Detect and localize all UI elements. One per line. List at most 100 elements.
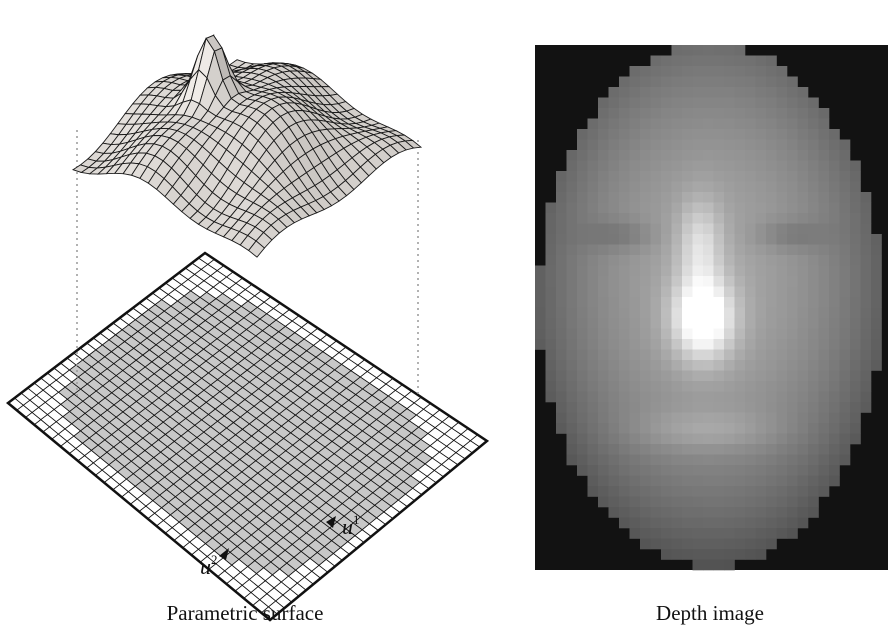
depth-pixel bbox=[546, 255, 557, 266]
depth-pixel bbox=[556, 413, 567, 424]
depth-pixel bbox=[829, 360, 840, 371]
depth-pixel bbox=[787, 392, 798, 403]
depth-pixel bbox=[798, 108, 809, 119]
depth-pixel bbox=[661, 234, 672, 245]
depth-pixel bbox=[850, 360, 861, 371]
depth-pixel bbox=[861, 287, 872, 298]
depth-pixel bbox=[714, 486, 725, 497]
depth-pixel bbox=[819, 140, 830, 151]
depth-pixel bbox=[640, 108, 651, 119]
depth-pixel bbox=[693, 381, 704, 392]
depth-pixel bbox=[787, 476, 798, 487]
depth-pixel bbox=[672, 476, 683, 487]
depth-pixel bbox=[682, 423, 693, 434]
depth-pixel bbox=[546, 203, 557, 214]
depth-pixel bbox=[556, 213, 567, 224]
depth-pixel bbox=[588, 129, 599, 140]
depth-pixel bbox=[735, 455, 746, 466]
depth-pixel bbox=[619, 87, 630, 98]
depth-pixel bbox=[619, 77, 630, 88]
depth-pixel bbox=[756, 87, 767, 98]
depth-pixel bbox=[798, 266, 809, 277]
depth-pixel bbox=[840, 150, 851, 161]
depth-pixel bbox=[619, 371, 630, 382]
depth-pixel bbox=[651, 56, 662, 67]
depth-pixel bbox=[640, 98, 651, 109]
depth-pixel bbox=[703, 528, 714, 539]
depth-pixel bbox=[787, 182, 798, 193]
depth-pixel bbox=[777, 276, 788, 287]
depth-pixel bbox=[640, 339, 651, 350]
depth-pixel bbox=[651, 308, 662, 319]
depth-pixel bbox=[724, 497, 735, 508]
depth-pixel bbox=[619, 381, 630, 392]
depth-pixel bbox=[651, 329, 662, 340]
depth-pixel bbox=[682, 455, 693, 466]
depth-pixel bbox=[819, 224, 830, 235]
depth-pixel bbox=[787, 402, 798, 413]
depth-pixel bbox=[556, 171, 567, 182]
depth-pixel bbox=[798, 339, 809, 350]
depth-pixel bbox=[609, 392, 620, 403]
depth-pixel bbox=[745, 276, 756, 287]
depth-pixel bbox=[693, 318, 704, 329]
depth-pixel bbox=[819, 318, 830, 329]
depth-pixel bbox=[724, 549, 735, 560]
depth-pixel bbox=[840, 297, 851, 308]
depth-pixel bbox=[829, 150, 840, 161]
depth-pixel bbox=[756, 528, 767, 539]
depth-pixel bbox=[672, 486, 683, 497]
depth-pixel bbox=[651, 318, 662, 329]
depth-pixel bbox=[619, 518, 630, 529]
depth-pixel bbox=[766, 255, 777, 266]
depth-pixel bbox=[567, 350, 578, 361]
depth-pixel bbox=[609, 129, 620, 140]
depth-pixel bbox=[630, 308, 641, 319]
depth-pixel bbox=[819, 444, 830, 455]
depth-pixel bbox=[714, 213, 725, 224]
depth-pixel bbox=[630, 119, 641, 130]
depth-pixel bbox=[756, 203, 767, 214]
depth-pixel bbox=[640, 245, 651, 256]
depth-pixel bbox=[609, 108, 620, 119]
depth-pixel bbox=[661, 486, 672, 497]
depth-pixel bbox=[808, 360, 819, 371]
depth-pixel bbox=[703, 66, 714, 77]
depth-pixel bbox=[766, 98, 777, 109]
depth-pixel bbox=[609, 308, 620, 319]
depth-pixel bbox=[672, 98, 683, 109]
depth-pixel bbox=[546, 381, 557, 392]
depth-pixel bbox=[861, 339, 872, 350]
depth-pixel bbox=[672, 77, 683, 88]
depth-pixel bbox=[756, 308, 767, 319]
depth-pixel bbox=[777, 402, 788, 413]
depth-pixel bbox=[682, 224, 693, 235]
depth-pixel bbox=[703, 77, 714, 88]
depth-pixel bbox=[588, 140, 599, 151]
depth-pixel bbox=[724, 150, 735, 161]
depth-pixel bbox=[693, 476, 704, 487]
depth-pixel bbox=[777, 371, 788, 382]
depth-pixel bbox=[735, 161, 746, 172]
depth-pixel bbox=[756, 150, 767, 161]
depth-pixel bbox=[798, 192, 809, 203]
depth-pixel bbox=[777, 423, 788, 434]
depth-pixel bbox=[745, 87, 756, 98]
depth-pixel bbox=[588, 329, 599, 340]
depth-pixel bbox=[745, 266, 756, 277]
depth-pixel bbox=[577, 297, 588, 308]
depth-pixel bbox=[714, 119, 725, 130]
depth-pixel bbox=[661, 381, 672, 392]
depth-pixel bbox=[546, 224, 557, 235]
depth-pixel bbox=[766, 434, 777, 445]
depth-pixel bbox=[861, 350, 872, 361]
depth-pixel bbox=[735, 392, 746, 403]
depth-pixel bbox=[661, 66, 672, 77]
depth-pixel bbox=[777, 98, 788, 109]
depth-pixel bbox=[535, 329, 546, 340]
depth-pixel bbox=[777, 150, 788, 161]
depth-pixel bbox=[661, 539, 672, 550]
depth-pixel bbox=[850, 339, 861, 350]
depth-pixel bbox=[798, 171, 809, 182]
depth-pixel bbox=[756, 318, 767, 329]
